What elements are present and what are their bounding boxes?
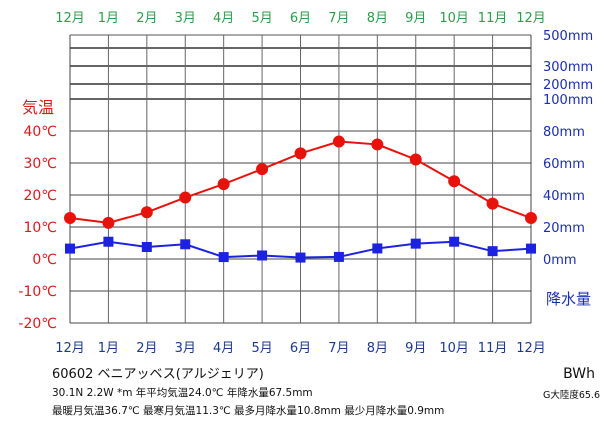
precipitation-point (65, 243, 75, 254)
precipitation-tick-label: 300mm (543, 60, 593, 75)
temperature-point (217, 178, 230, 191)
station-name: 60602 ベニアッベス(アルジェリア) (52, 367, 264, 382)
temperature-tick-label: 0℃ (32, 252, 57, 268)
month-label-top: 1月 (98, 11, 119, 26)
month-label-top: 5月 (251, 11, 272, 26)
month-label-bottom: 12月 (55, 341, 85, 356)
month-label-bottom: 6月 (290, 341, 311, 356)
precipitation-point (257, 250, 268, 261)
temperature-point (140, 206, 153, 219)
month-label-top: 6月 (290, 11, 311, 26)
temperature-axis-ticks: 40℃ 30℃ 20℃ 10℃ 0℃ -10℃ -20℃ (18, 124, 57, 332)
precipitation-tick-label: 500mm (543, 29, 593, 44)
precipitation-point (526, 243, 536, 254)
precipitation-point (103, 236, 114, 247)
temperature-point (332, 135, 345, 148)
month-label-top: 9月 (405, 11, 426, 26)
precipitation-tick-label: 200mm (543, 78, 593, 93)
month-label-top: 12月 (55, 11, 85, 26)
month-label-bottom: 2月 (136, 341, 157, 356)
continentality-index: G大陸度65.6 (543, 389, 600, 401)
month-label-bottom: 10月 (439, 341, 469, 356)
precipitation-point (180, 239, 191, 250)
temperature-point (64, 212, 76, 225)
precipitation-point (218, 252, 229, 263)
temperature-point (256, 163, 269, 176)
month-label-bottom: 11月 (478, 341, 508, 356)
temperature-tick-label: -10℃ (18, 284, 57, 300)
top-month-labels: 12月 1月 2月 3月 4月 5月 6月 7月 8月 9月 10月 11月 12月 (55, 11, 546, 26)
temperature-point (448, 175, 461, 188)
precipitation-axis-label: 降水量 (546, 290, 591, 308)
precipitation-point (487, 246, 498, 257)
month-label-bottom: 1月 (98, 341, 119, 356)
precipitation-point (410, 238, 421, 249)
month-label-bottom: 5月 (251, 341, 272, 356)
series-layer (64, 135, 537, 263)
temperature-point (371, 138, 384, 151)
precipitation-point (372, 243, 383, 254)
precipitation-tick-label: 100mm (543, 93, 593, 108)
precipitation-point (295, 252, 306, 263)
month-label-top: 2月 (136, 11, 157, 26)
chart-grid (69, 34, 532, 324)
month-label-top: 10月 (439, 11, 469, 26)
temperature-point (294, 147, 307, 160)
month-label-top: 7月 (328, 11, 349, 26)
precipitation-tick-label: 80mm (543, 125, 585, 140)
precipitation-tick-label: 0mm (543, 253, 577, 268)
temperature-tick-label: -20℃ (18, 316, 57, 332)
temperature-axis-label: 気温 (22, 98, 54, 117)
month-label-bottom: 9月 (405, 341, 426, 356)
temperature-tick-label: 30℃ (23, 156, 57, 172)
temperature-tick-label: 20℃ (23, 188, 57, 204)
temperature-point (525, 212, 537, 225)
month-label-top: 3月 (175, 11, 196, 26)
month-label-bottom: 7月 (328, 341, 349, 356)
month-label-bottom: 3月 (175, 341, 196, 356)
month-label-top: 8月 (367, 11, 388, 26)
temperature-tick-label: 40℃ (23, 124, 57, 140)
station-extremes: 最暖月気温36.7℃ 最寒月気温11.3℃ 最多月降水量10.8mm 最少月降水… (52, 404, 444, 417)
temperature-tick-label: 10℃ (23, 220, 57, 236)
precipitation-tick-label: 20mm (543, 221, 585, 236)
precipitation-tick-label: 40mm (543, 189, 585, 204)
precipitation-tick-label: 60mm (543, 157, 585, 172)
month-label-bottom: 12月 (516, 341, 546, 356)
month-label-bottom: 4月 (213, 341, 234, 356)
temperature-point (486, 197, 499, 210)
precipitation-point (141, 242, 152, 252)
temperature-point (102, 216, 115, 229)
month-label-top: 11月 (478, 11, 508, 26)
temperature-point (409, 153, 422, 166)
precipitation-point (449, 236, 460, 247)
bottom-month-labels: 12月 1月 2月 3月 4月 5月 6月 7月 8月 9月 10月 11月 12月 (55, 341, 546, 356)
station-summary: 30.1N 2.2W *m 年平均気温24.0℃ 年降水量67.5mm (52, 386, 313, 399)
climate-code: BWh (563, 366, 595, 382)
temperature-point (179, 191, 192, 204)
month-label-top: 4月 (213, 11, 234, 26)
month-label-top: 12月 (516, 11, 546, 26)
precipitation-point (333, 251, 344, 262)
month-label-bottom: 8月 (367, 341, 388, 356)
